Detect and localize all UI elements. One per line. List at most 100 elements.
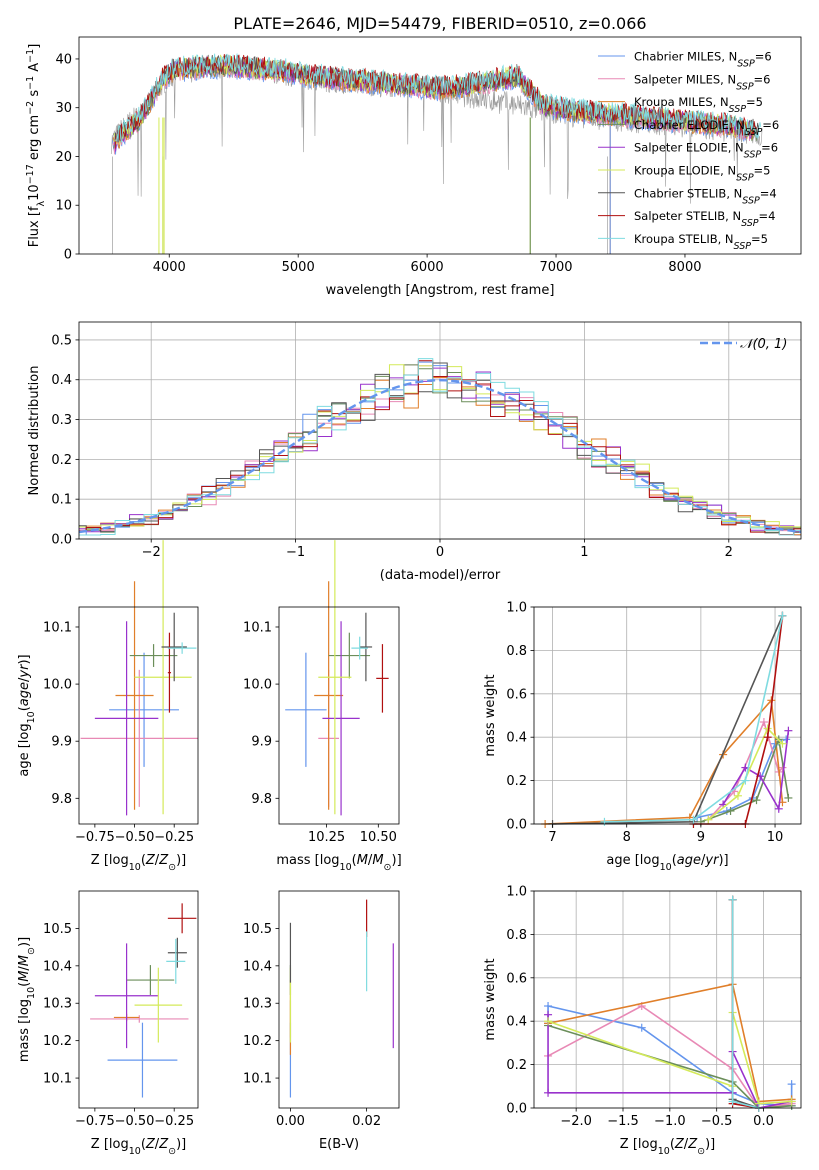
mass_vs_Z-xlabel: Z [log10(Z/Z⊙)] <box>91 1137 186 1157</box>
weight_vs_age-series-line <box>707 727 784 821</box>
svg-text:Flux [fλ10−17 erg cm−2 s−1 A−1: Flux [fλ10−17 erg cm−2 s−1 A−1] <box>25 44 47 248</box>
spectrum-ylabel: Flux [fλ10−17 erg cm−2 s−1 A−1] <box>25 44 47 248</box>
mass_vs_Z-ytick-label: 10.5 <box>43 922 72 937</box>
mass_vs_ebv-xlabel: E(B-V) <box>319 1137 359 1152</box>
weight_vs_Z-xtick-label: −2.0 <box>560 1114 592 1129</box>
residuals-xlabel: (data-model)/error <box>380 568 501 583</box>
weight_vs_age-series-line <box>604 615 784 823</box>
legend-label: Salpeter STELIB, NSSP=4 <box>634 209 775 229</box>
age_vs_Z-ytick-label: 9.8 <box>51 792 72 807</box>
weight_vs_Z-series-line <box>547 983 792 1103</box>
mass_vs_ebv-frame <box>278 890 400 1109</box>
weight_vs_age-xlabel: age [log10(age/yr)] <box>606 853 728 873</box>
legend-label: Chabrier MILES, NSSP=6 <box>634 50 772 70</box>
mass_vs_ebv-xtick-label: 0.00 <box>276 1114 305 1129</box>
spectrum-ytick-label: 40 <box>55 52 72 67</box>
mass_vs_Z-ytick-label: 10.1 <box>43 1072 72 1087</box>
legend-label: Kroupa ELODIE, NSSP=5 <box>634 164 771 184</box>
weight_vs_Z-ylabel: mass weight <box>483 958 498 1040</box>
spectrum-xtick-label: 5000 <box>282 260 315 275</box>
mass_vs_Z-frame <box>78 890 199 1109</box>
spectrum-xtick-label: 7000 <box>539 260 572 275</box>
weight_vs_age-ytick-label: 0.0 <box>506 818 527 833</box>
age_vs_Z-xtick-label: −0.25 <box>154 830 194 845</box>
weight_vs_Z-xtick-label: −1.0 <box>654 1114 686 1129</box>
residuals-ytick-label: 0.3 <box>51 413 72 428</box>
age_vs_mass-ytick-label: 9.8 <box>251 792 272 807</box>
age_vs_mass-ytick-label: 10.0 <box>243 678 272 693</box>
spectrum-frame <box>78 36 802 255</box>
mass_vs_Z-xtick-label: −0.50 <box>115 1114 155 1129</box>
spectrum-xtick-label: 6000 <box>411 260 444 275</box>
residuals-ytick-label: 0.0 <box>51 533 72 548</box>
spectrum-ytick-label: 30 <box>55 101 72 116</box>
legend-label: Kroupa STELIB, NSSP=5 <box>634 232 768 252</box>
legend-normal-label: 𝒩(0, 1) <box>740 337 787 352</box>
weight_vs_age-ytick-label: 0.2 <box>506 774 527 789</box>
age_vs_mass-ytick-label: 9.9 <box>251 735 272 750</box>
weight_vs_Z-ytick-label: 0.0 <box>506 1102 527 1117</box>
age_vs_mass-xtick-label: 10.50 <box>360 830 397 845</box>
weight_vs_Z-ytick-label: 1.0 <box>506 885 527 900</box>
age_vs_Z-xtick-label: −0.75 <box>75 830 115 845</box>
weight_vs_age-ytick-label: 0.8 <box>506 644 527 659</box>
legend-label: Chabrier ELODIE, NSSP=6 <box>634 118 779 138</box>
weight_vs_age-xtick-label: 8 <box>623 830 631 845</box>
spectrum-xtick-label: 4000 <box>153 260 186 275</box>
residual-histogram <box>79 364 801 533</box>
age_vs_mass-xlabel: mass [log10(M/M⊙)] <box>276 853 401 873</box>
legend-label: Chabrier STELIB, NSSP=4 <box>634 186 777 206</box>
weight_vs_Z-ytick-label: 0.8 <box>506 928 527 943</box>
weight_vs_Z-ytick-label: 0.2 <box>506 1058 527 1073</box>
weight_vs_Z-ytick-label: 0.6 <box>506 971 527 986</box>
residuals-ytick-label: 0.2 <box>51 453 72 468</box>
spectrum-ytick-label: 10 <box>55 199 72 214</box>
weight_vs_Z-frame <box>533 890 802 1109</box>
age_vs_mass-ytick-label: 10.1 <box>243 620 272 635</box>
weight_vs_Z-xtick-label: −0.5 <box>701 1114 733 1129</box>
age_vs_Z-ytick-label: 10.0 <box>43 678 72 693</box>
residuals-ytick-label: 0.1 <box>51 493 72 508</box>
mass_vs_Z-xtick-label: −0.25 <box>154 1114 194 1129</box>
age_vs_mass-xtick-label: 10.25 <box>308 830 345 845</box>
mass_vs_Z-ytick-label: 10.2 <box>43 1034 72 1049</box>
mass_vs_ebv-ytick-label: 10.3 <box>243 997 272 1012</box>
normal-reference-curve <box>78 378 802 534</box>
age_vs_Z-frame <box>78 606 199 825</box>
residuals-xtick-label: 2 <box>725 545 733 560</box>
spectrum-model-line <box>115 53 762 143</box>
age_vs_Z-xlabel: Z [log10(Z/Z⊙)] <box>91 853 186 873</box>
residuals-xtick-label: −1 <box>286 545 305 560</box>
weight_vs_age-xtick-label: 9 <box>697 830 705 845</box>
weight_vs_age-series-line <box>552 615 784 825</box>
residual-histogram <box>79 364 801 531</box>
weight_vs_age-ytick-label: 0.6 <box>506 687 527 702</box>
residuals-ytick-label: 0.5 <box>51 333 72 348</box>
legend-label: Salpeter MILES, NSSP=6 <box>634 72 771 92</box>
residual-histogram <box>79 358 801 536</box>
age_vs_mass-frame <box>278 606 400 825</box>
mass_vs_ebv-ytick-label: 10.2 <box>243 1034 272 1049</box>
weight_vs_Z-ytick-label: 0.4 <box>506 1015 527 1030</box>
mass_vs_Z-ylabel: mass [log10(M/M⊙)] <box>17 937 37 1062</box>
weight_vs_age-xtick-label: 10 <box>767 830 784 845</box>
residuals-xtick-label: −2 <box>142 545 161 560</box>
mass_vs_Z-xtick-label: −0.75 <box>75 1114 115 1129</box>
residual-histogram <box>79 377 801 536</box>
legend-label: Salpeter ELODIE, NSSP=6 <box>634 141 778 161</box>
svg-text:mass [log10(M/M⊙)]: mass [log10(M/M⊙)] <box>17 937 37 1062</box>
spectrum-xlabel: wavelength [Angstrom, rest frame] <box>326 283 555 298</box>
weight_vs_age-ytick-label: 1.0 <box>506 601 527 616</box>
age_vs_Z-ytick-label: 9.9 <box>51 735 72 750</box>
weight_vs_age-ytick-label: 0.4 <box>506 731 527 746</box>
mass_vs_Z-ytick-label: 10.4 <box>43 959 72 974</box>
spectrum-xtick-label: 8000 <box>668 260 701 275</box>
svg-text:age [log10(age/yr)]: age [log10(age/yr)] <box>17 654 37 776</box>
mass_vs_ebv-ytick-label: 10.5 <box>243 922 272 937</box>
residuals-ylabel: Normed distribution <box>27 366 42 496</box>
weight_vs_Z-xtick-label: 0.0 <box>753 1114 774 1129</box>
mass_vs_ebv-xtick-label: 0.02 <box>352 1114 381 1129</box>
age_vs_Z-ytick-label: 10.1 <box>43 620 72 635</box>
weight_vs_age-ylabel: mass weight <box>483 674 498 756</box>
